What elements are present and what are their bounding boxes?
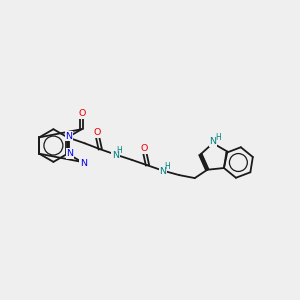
Text: N: N [65,132,73,141]
Text: H: H [117,146,122,155]
Text: H: H [164,162,170,171]
Text: O: O [141,144,148,153]
Text: N: N [80,159,87,168]
Text: H: H [215,133,220,142]
Text: N: N [209,137,216,146]
Text: N: N [112,151,119,160]
Text: N: N [66,149,74,158]
Text: N: N [160,167,167,176]
Text: O: O [78,109,85,118]
Text: O: O [94,128,101,137]
